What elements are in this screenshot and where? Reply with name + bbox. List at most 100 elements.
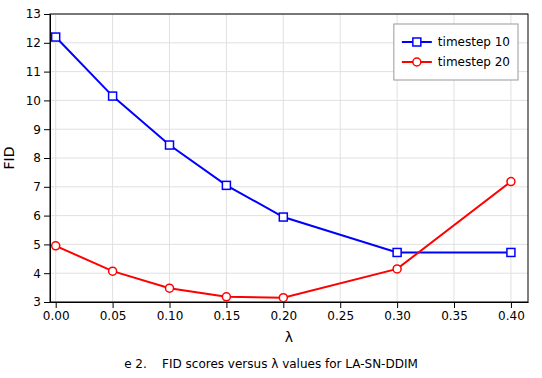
point: [222, 181, 230, 189]
y-tick-label: 8: [33, 151, 41, 165]
y-tick-label: 4: [33, 267, 41, 281]
y-tick: 12: [26, 36, 50, 50]
y-tick-mark: [44, 158, 50, 159]
legend-label: timestep 20: [438, 55, 510, 69]
x-tick: 0.15: [214, 302, 241, 323]
grid-line-y: [50, 129, 528, 130]
y-tick: 10: [26, 94, 50, 108]
y-tick: 9: [33, 123, 50, 137]
x-tick: 0.05: [100, 302, 127, 323]
y-tick-label: 13: [26, 7, 41, 21]
x-axis-title: λ: [285, 329, 293, 345]
y-axis-line: [50, 15, 51, 303]
grid: [50, 14, 528, 302]
x-tick-mark: [170, 302, 171, 308]
y-tick-label: 5: [33, 238, 41, 252]
point: [393, 265, 401, 273]
legend-entry: timestep 20: [402, 55, 510, 69]
x-tick-mark: [454, 302, 455, 308]
legend-marker: [413, 38, 421, 46]
point: [166, 284, 174, 292]
point: [109, 267, 117, 275]
grid-line-y: [50, 186, 528, 187]
y-tick-label: 10: [26, 94, 41, 108]
y-tick-mark: [44, 129, 50, 130]
x-tick: 0.40: [498, 302, 525, 323]
x-tick: 0.00: [43, 302, 70, 323]
y-tick-label: 7: [33, 180, 41, 194]
point: [393, 248, 401, 256]
point: [279, 294, 287, 302]
x-tick-mark: [226, 302, 227, 308]
legend-label: timestep 10: [438, 35, 510, 49]
y-tick-mark: [44, 216, 50, 217]
grid-line-y: [50, 244, 528, 245]
y-tick-mark: [44, 100, 50, 101]
y-axis-title: FID: [1, 147, 17, 170]
x-tick-mark: [511, 302, 512, 308]
x-tick-label: 0.40: [498, 309, 525, 323]
y-tick-label: 3: [33, 295, 41, 309]
point: [52, 242, 60, 250]
plot-frame: [50, 14, 528, 302]
y-tick: 4: [33, 267, 50, 281]
point: [166, 141, 174, 149]
x-tick: 0.20: [270, 302, 297, 323]
point: [222, 293, 230, 301]
y-axis: 3 4 5 6 7 8 9 10 11 12 13: [26, 7, 51, 309]
y-tick-mark: [44, 244, 50, 245]
legend-box: [394, 24, 518, 80]
x-tick-mark: [113, 302, 114, 308]
y-tick-label: 9: [33, 123, 41, 137]
y-tick: 5: [33, 238, 50, 252]
x-tick-mark: [56, 302, 57, 308]
point: [109, 92, 117, 100]
x-tick-label: 0.10: [157, 309, 184, 323]
x-tick-mark: [340, 302, 341, 308]
legend-marker: [413, 58, 421, 66]
y-tick: 6: [33, 209, 50, 223]
y-tick-label: 6: [33, 209, 41, 223]
grid-line-y: [50, 158, 528, 159]
x-tick: 0.10: [157, 302, 184, 323]
y-tick: 13: [26, 7, 50, 21]
point: [52, 33, 60, 41]
x-tick-label: 0.25: [327, 309, 354, 323]
chart: 0.00 0.05 0.10 0.15 0.20 0.25 0.30 0.35 0.40 3 4 5 6…: [0, 0, 542, 378]
x-tick-label: 0.30: [384, 309, 411, 323]
plot: 0.00 0.05 0.10 0.15 0.20 0.25 0.30 0.35 0.40 3 4 5 6…: [1, 7, 529, 345]
series-line: [56, 182, 511, 298]
y-tick: 8: [33, 151, 50, 165]
y-tick-mark: [44, 14, 50, 15]
x-tick-label: 0.00: [43, 309, 70, 323]
y-tick-label: 11: [26, 65, 41, 79]
y-tick-mark: [44, 273, 50, 274]
y-tick: 3: [33, 295, 50, 309]
point: [507, 248, 515, 256]
y-tick: 11: [26, 65, 50, 79]
y-tick-mark: [44, 302, 50, 303]
x-tick-label: 0.05: [100, 309, 127, 323]
x-tick-label: 0.35: [441, 309, 468, 323]
y-tick-mark: [44, 72, 50, 73]
grid-line-y: [50, 100, 528, 101]
y-tick-mark: [44, 187, 50, 188]
x-tick: 0.35: [441, 302, 468, 323]
y-tick: 7: [33, 180, 50, 194]
y-tick-mark: [44, 43, 50, 44]
point: [507, 178, 515, 186]
x-tick: 0.25: [327, 302, 354, 323]
legend-entry: timestep 10: [402, 35, 510, 49]
point: [279, 213, 287, 221]
x-tick: 0.30: [384, 302, 411, 323]
x-axis-line: [51, 302, 529, 303]
caption: e 2. FID scores versus λ values for LA-S…: [124, 357, 418, 371]
grid-line-y: [50, 215, 528, 216]
x-tick-label: 0.20: [270, 309, 297, 323]
legend: timestep 10 timestep 20: [394, 24, 518, 80]
x-axis: 0.00 0.05 0.10 0.15 0.20 0.25 0.30 0.35 0.40: [43, 302, 529, 323]
y-tick-label: 12: [26, 36, 41, 50]
x-tick-mark: [397, 302, 398, 308]
x-tick-label: 0.15: [214, 309, 241, 323]
x-tick-mark: [283, 302, 284, 308]
